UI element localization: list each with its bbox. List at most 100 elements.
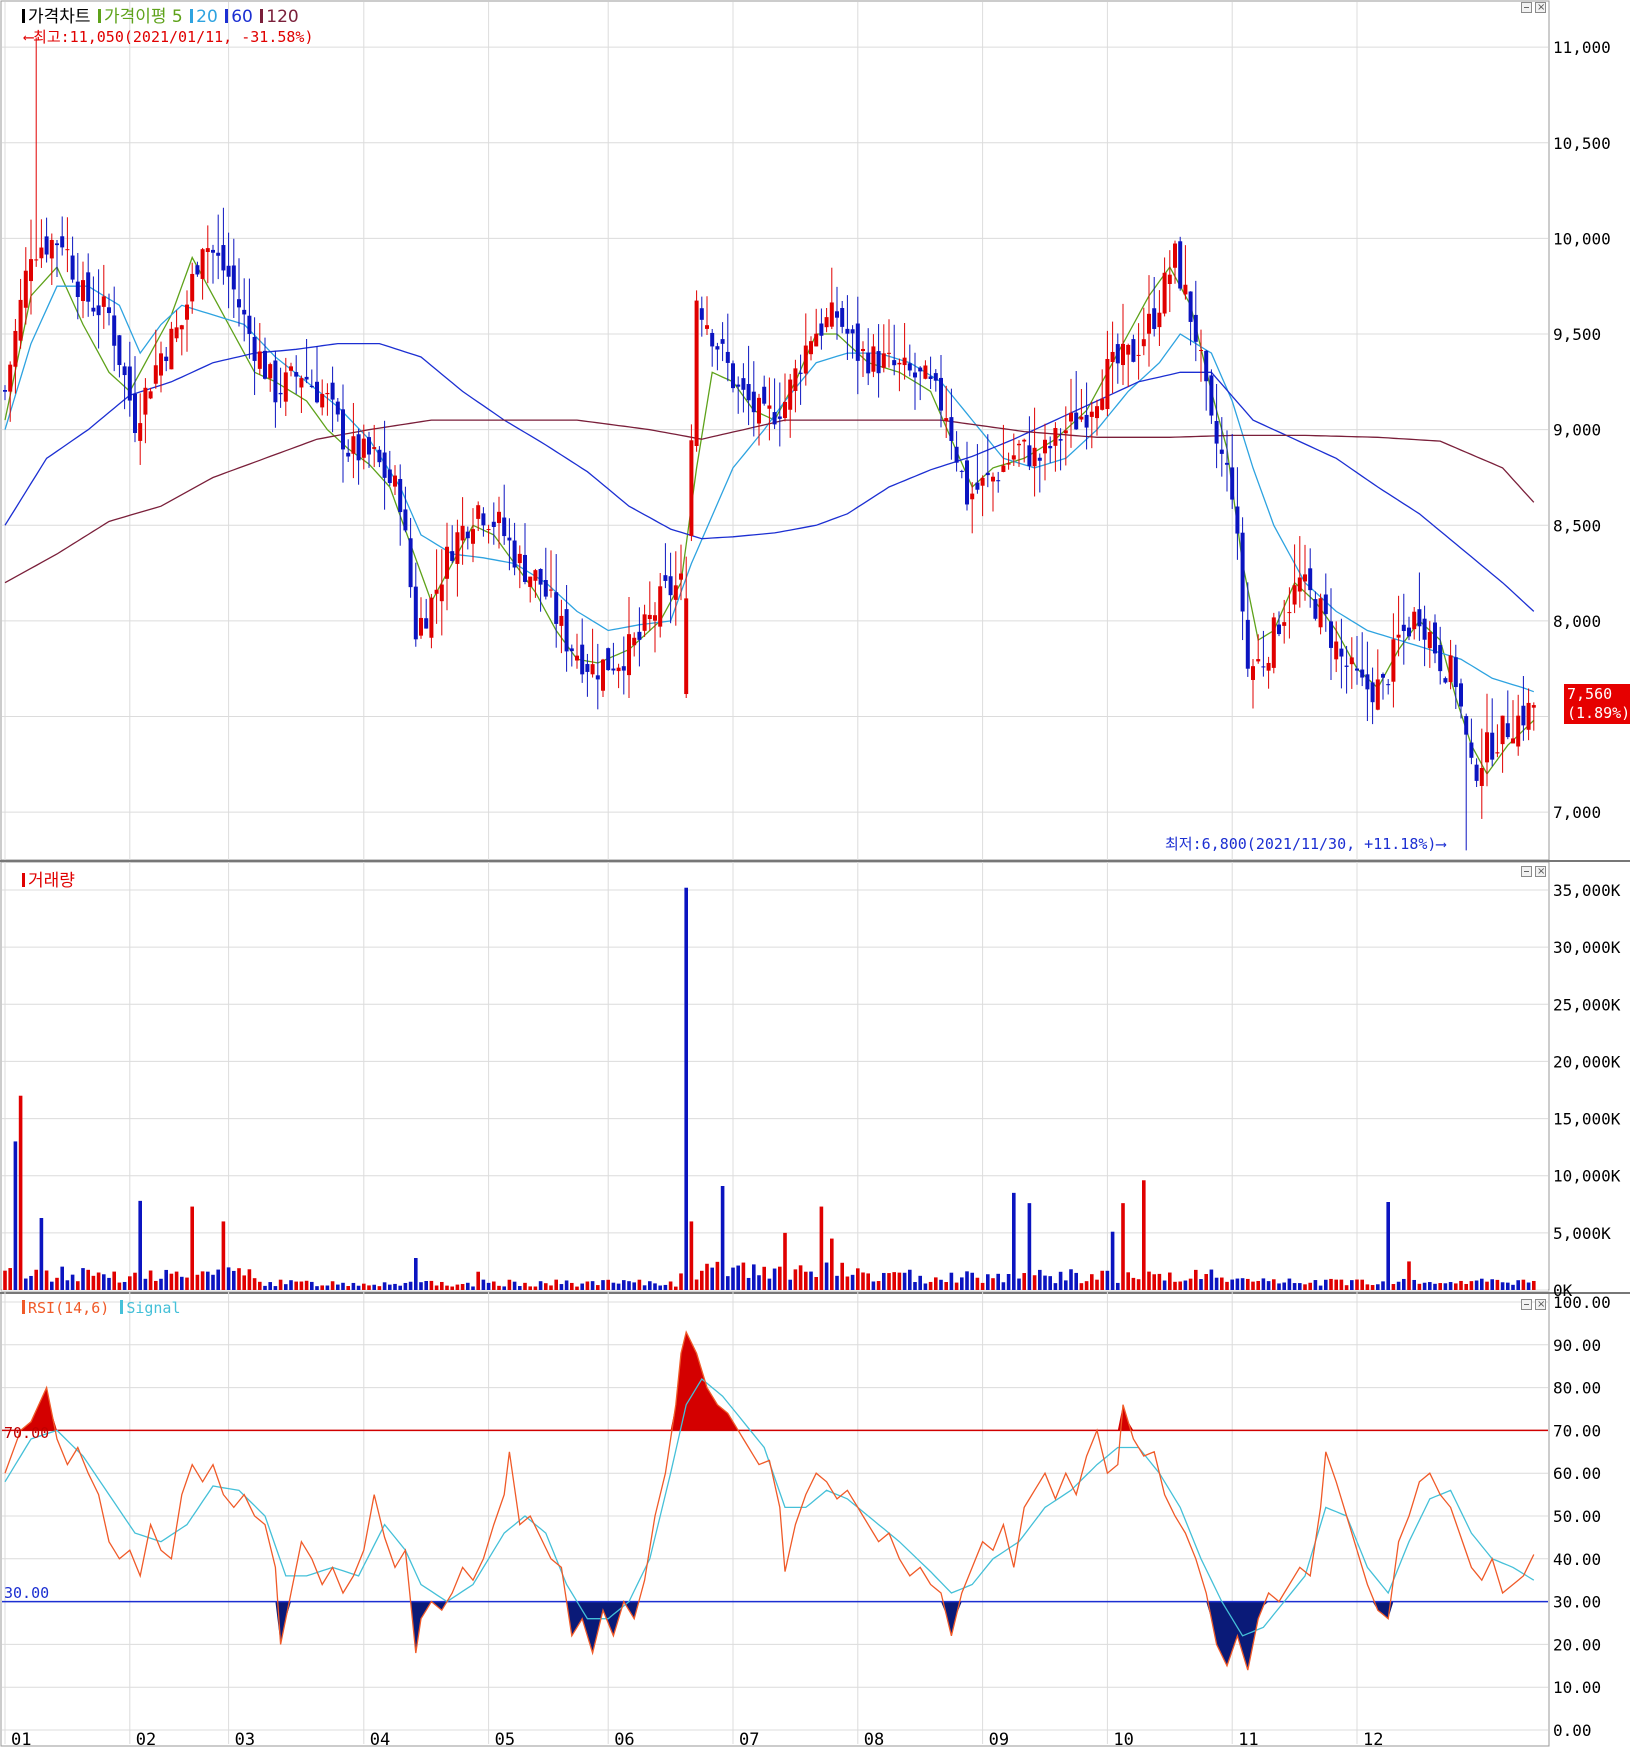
- volume-bar: [632, 1282, 636, 1290]
- candle-body: [1230, 467, 1235, 500]
- volume-bar: [1474, 1280, 1479, 1290]
- candle-body: [278, 392, 283, 395]
- volume-bar: [419, 1282, 423, 1290]
- volume-minimize-button[interactable]: [1521, 866, 1532, 877]
- x-tick-label-1: 02: [136, 1730, 156, 1750]
- candle-body: [965, 460, 969, 505]
- volume-bar: [1417, 1283, 1422, 1290]
- price-minimize-button[interactable]: [1521, 2, 1532, 13]
- volume-bar: [824, 1262, 829, 1290]
- volume-bar: [1386, 1202, 1390, 1290]
- volume-bar: [1027, 1203, 1032, 1290]
- volume-bar: [372, 1284, 376, 1290]
- volume-bar: [1110, 1231, 1115, 1290]
- volume-bar: [741, 1262, 746, 1290]
- candle-body: [1495, 752, 1500, 754]
- volume-bar: [393, 1283, 397, 1290]
- candle-body: [590, 664, 595, 675]
- volume-bar: [762, 1266, 766, 1290]
- candle-body: [434, 589, 439, 594]
- volume-bar: [570, 1282, 574, 1290]
- volume-bar: [648, 1281, 652, 1290]
- candle-body: [13, 330, 18, 367]
- rsi-minimize-button[interactable]: [1521, 1299, 1532, 1310]
- rsi-tick-label: 30.00: [1553, 1593, 1601, 1612]
- volume-bar: [34, 1269, 38, 1290]
- volume-bar: [1261, 1278, 1266, 1290]
- volume-bar: [117, 1282, 122, 1290]
- candle-body: [668, 576, 673, 596]
- volume-bar: [523, 1282, 527, 1290]
- price-close-button[interactable]: [1535, 2, 1546, 13]
- volume-bar: [1116, 1282, 1120, 1290]
- volume-bar: [299, 1281, 304, 1290]
- candle-body: [653, 615, 657, 621]
- volume-bar: [195, 1274, 200, 1290]
- candle-body: [944, 418, 949, 422]
- candle-body: [179, 325, 184, 330]
- volume-bar: [1152, 1274, 1156, 1290]
- x-tick-label-2: 03: [235, 1730, 255, 1750]
- volume-bar: [268, 1282, 272, 1290]
- volume-bar: [1147, 1271, 1151, 1290]
- rsi-close-button[interactable]: [1535, 1299, 1546, 1310]
- candle-body: [1433, 622, 1437, 654]
- candle-body: [1401, 624, 1406, 632]
- candle-body: [892, 360, 897, 366]
- volume-bar: [970, 1272, 974, 1290]
- volume-close-button[interactable]: [1535, 866, 1546, 877]
- signal-legend-label: Signal: [126, 1299, 181, 1317]
- candle-body: [762, 386, 767, 404]
- candle-body: [1251, 666, 1255, 680]
- current-price: 7,560: [1567, 685, 1613, 703]
- volume-bar: [622, 1280, 626, 1290]
- rsi-line: [4, 1330, 1535, 1671]
- volume-bar: [1402, 1278, 1406, 1290]
- volume-bar: [871, 1281, 876, 1290]
- candle-body: [491, 521, 496, 527]
- volume-bar: [304, 1280, 309, 1290]
- candle-body: [263, 350, 267, 379]
- volume-bar: [1173, 1281, 1177, 1290]
- volume-bar: [112, 1271, 116, 1290]
- volume-bar: [164, 1269, 168, 1290]
- volume-bar: [783, 1232, 787, 1290]
- volume-bar: [1318, 1285, 1323, 1290]
- rsi-tick-label: 10.00: [1553, 1678, 1601, 1697]
- candle-body: [538, 569, 543, 585]
- candle-body: [39, 247, 44, 259]
- candle-body: [533, 570, 538, 581]
- volume-bar: [50, 1281, 54, 1290]
- volume-bar: [1053, 1283, 1058, 1290]
- candle-body: [107, 307, 111, 314]
- volume-bar: [1017, 1278, 1021, 1290]
- candle-body: [1209, 375, 1214, 416]
- volume-bar: [757, 1275, 761, 1290]
- price-tick-label: 9,500: [1553, 325, 1601, 344]
- volume-bar: [954, 1282, 959, 1290]
- volume-bar: [1324, 1279, 1328, 1290]
- x-tick-label-8: 09: [989, 1730, 1009, 1750]
- volume-bar: [1126, 1272, 1130, 1290]
- candle-body: [1490, 732, 1495, 760]
- candle-body: [205, 248, 210, 253]
- candle-body: [871, 346, 876, 372]
- candle-body: [1511, 738, 1515, 744]
- candle-body: [621, 666, 626, 671]
- volume-bar: [814, 1277, 818, 1290]
- candle-body: [1485, 732, 1489, 763]
- volume-bar: [273, 1286, 278, 1290]
- candle-body: [439, 584, 444, 602]
- candle-body: [850, 329, 855, 334]
- volume-bar: [1230, 1279, 1234, 1290]
- volume-bar: [767, 1278, 772, 1290]
- volume-bar: [96, 1272, 101, 1290]
- candle-body: [481, 513, 486, 526]
- volume-bar: [663, 1284, 668, 1290]
- candle-body: [304, 376, 309, 380]
- volume-bar: [206, 1271, 210, 1290]
- volume-bar: [143, 1278, 148, 1290]
- volume-bar: [55, 1277, 59, 1290]
